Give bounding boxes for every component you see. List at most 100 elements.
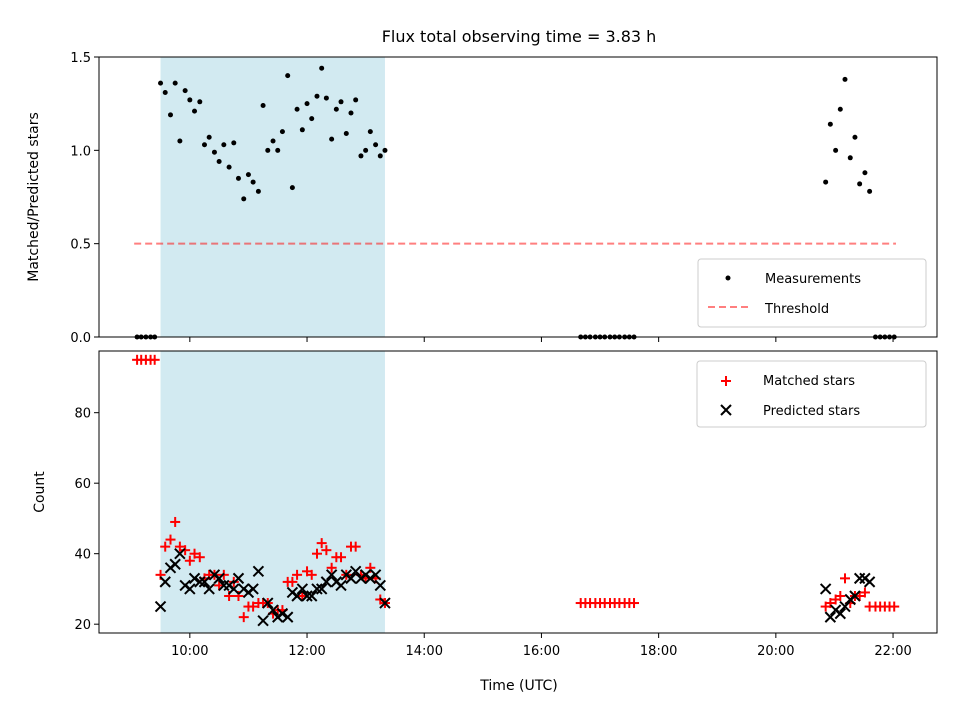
predicted-star-point [301,590,313,602]
matched-star-point [835,590,846,601]
measurement-point [182,88,188,94]
bottom-y-axis-label: Count [32,471,48,513]
measurement-point [382,147,388,153]
predicted-star-point [839,600,851,613]
measurement-point [211,149,217,155]
measurement-point [255,188,261,194]
measurement-point [823,179,829,185]
measurement-point [343,131,349,137]
measurement-points [134,65,897,340]
predicted-star-point [824,611,837,623]
measurement-point [158,80,164,86]
legend-matched-plus [721,376,731,386]
bottom-y-ticks: 20 40 60 80 [74,407,99,633]
legend-measurements-marker [725,275,731,281]
x-axis-label: Time (UTC) [479,678,557,694]
predicted-star-point [364,572,377,585]
predicted-star-point [267,604,279,616]
top-observing-window-shade [160,57,385,337]
predicted-star-point-b [819,583,832,595]
predicted-star-point [849,590,861,602]
predicted-star-point-b [374,579,386,592]
matched-star-point [350,541,361,552]
x-tick-label: 16:00 [523,644,560,659]
predicted-star-point [169,558,181,570]
matched-star-point [629,598,640,609]
top-y-ticks: 0.0 0.5 1.0 1.5 [70,51,99,346]
matched-star-point [194,552,205,563]
legend-predicted-label: Predicted stars [763,404,860,419]
predicted-star-point-b [824,611,837,623]
measurement-point [275,147,281,153]
predicted-star-point [262,597,274,609]
predicted-star-point-b [281,611,294,623]
chart-title: Flux total observing time = 3.83 h [382,27,657,46]
legend-measurements-label: Measurements [765,272,861,287]
predicted-star-point [174,547,186,560]
predicted-star-point-b [257,614,269,627]
predicted-star-point-b [335,579,347,592]
predicted-star-point-b [169,558,181,570]
measurement-point [353,97,359,103]
predicted-star-point [320,576,333,588]
predicted-star-point-b [184,583,196,595]
predicted-star-point [349,565,362,578]
predicted-star-point-b [198,576,211,588]
measurement-point [221,142,227,148]
measurement-point [285,73,291,79]
bottom-observing-window-shade [160,351,385,633]
top-y-tick-label: 0.5 [70,238,91,253]
predicted-star-point-b [863,576,876,588]
top-y-tick-label: 0.0 [70,331,91,346]
measurement-point [167,112,173,118]
matched-star-point [889,601,900,612]
bottom-legend: Matched stars Predicted stars [696,360,927,428]
predicted-star-point [247,583,259,595]
predicted-star-point [257,614,269,627]
predicted-star-point-b [345,572,357,585]
predicted-star-point [281,611,294,623]
predicted-star-point [315,583,328,595]
predicted-star-point [159,576,171,588]
bottom-x-ticks: 10:00 12:00 14:00 16:00 18:00 20:00 22:00 [171,633,912,659]
measurement-point [216,159,222,165]
predicted-star-point [194,576,206,588]
predicted-star-point [228,583,240,595]
predicted-star-point [232,572,245,585]
bottom-panel: 20 40 60 80 10:00 12:00 14:00 16:00 18:00 20:00 2… [32,350,938,694]
predicted-star-point [345,572,357,585]
legend-predicted-marker [720,404,732,416]
predicted-star-point-b [369,569,382,581]
measurement-point [333,106,339,112]
matched-star-point [170,516,181,527]
measurement-point [201,142,207,148]
predicted-star-point [834,607,847,620]
predicted-star-point-b [252,565,265,578]
predicted-star-point [276,607,289,620]
measurement-point [250,179,256,185]
predicted-star-point-b [839,600,851,613]
bottom-axes-frame [98,350,938,634]
predicted-star-point [325,569,338,581]
predicted-star-point-b [315,583,328,595]
predicted-stars-points [154,547,876,627]
measurement-point [294,106,300,112]
measurement-point [197,99,203,105]
legend-matched-marker [721,376,731,386]
predicted-star-point-b [301,590,313,602]
measurement-point [323,95,329,101]
top-legend-box [697,258,927,328]
measurement-point [260,103,266,109]
matched-star-point [248,601,259,612]
predicted-star-point [188,572,201,585]
predicted-star-point-b [291,590,303,602]
measurement-point [245,172,251,178]
measurement-point [358,153,364,159]
measurement-point [309,116,315,122]
matched-star-point [287,576,298,587]
measurement-point [226,164,232,170]
x-tick-label: 12:00 [288,644,325,659]
matched-star-point [306,569,317,580]
predicted-star-point-b [262,597,274,609]
predicted-star-point [335,579,347,592]
